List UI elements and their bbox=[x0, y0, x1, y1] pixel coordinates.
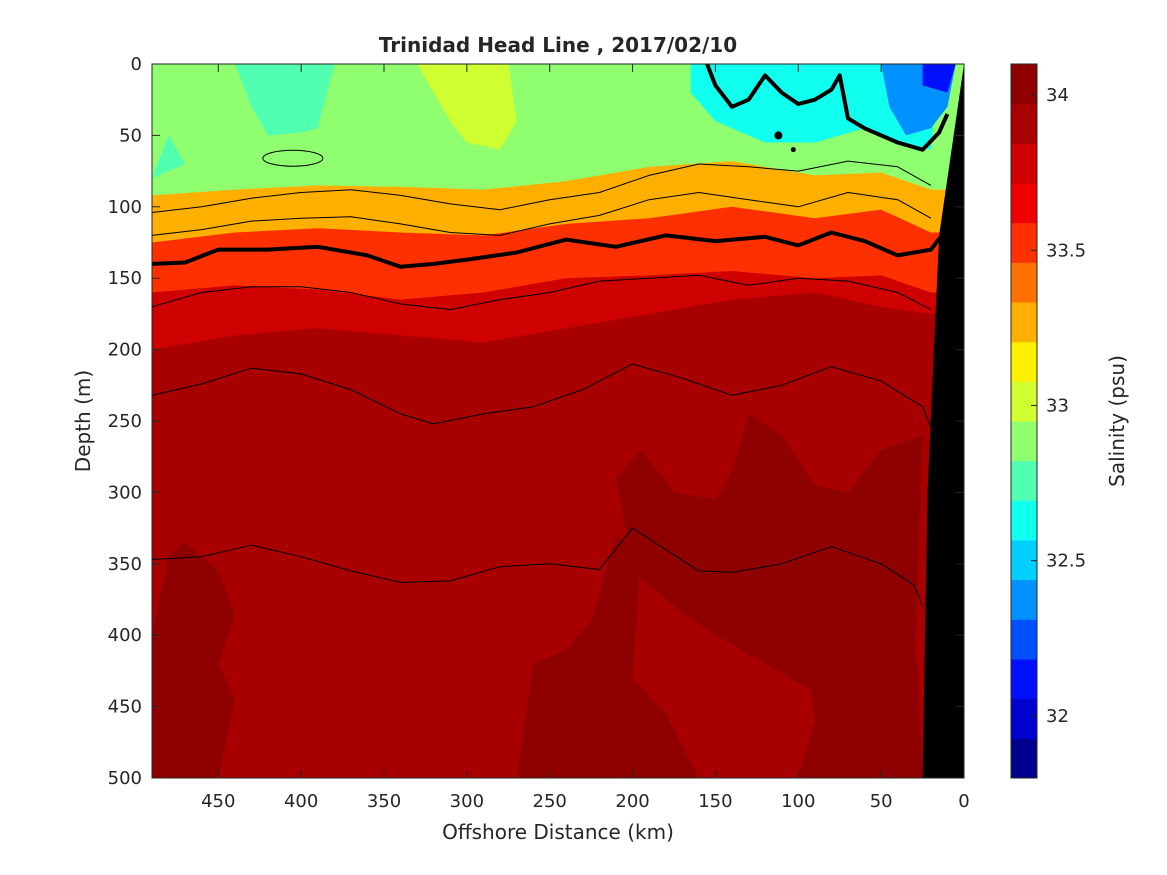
colorbar-swatch bbox=[1011, 262, 1037, 303]
x-tick-label: 300 bbox=[450, 791, 484, 812]
colorbar-swatch bbox=[1011, 183, 1037, 224]
surface-patch-mid bbox=[417, 64, 517, 150]
y-tick-label: 350 bbox=[108, 554, 142, 575]
colorbar-swatch bbox=[1011, 460, 1037, 501]
colorbar-tick-label: 32 bbox=[1046, 706, 1069, 727]
y-tick-label: 0 bbox=[131, 54, 142, 75]
colorbar-swatch bbox=[1011, 738, 1037, 779]
x-tick-label: 350 bbox=[367, 791, 401, 812]
deep-blob-center-core bbox=[591, 692, 658, 778]
y-tick-label: 450 bbox=[108, 697, 142, 718]
colorbar-swatch bbox=[1011, 222, 1037, 263]
colorbar: 32 32.5 33 33.5 34 bbox=[1010, 63, 1086, 779]
y-tick-label: 300 bbox=[108, 482, 142, 503]
colorbar-swatch bbox=[1011, 64, 1037, 105]
y-tick-label: 100 bbox=[108, 197, 142, 218]
colorbar-swatch bbox=[1011, 302, 1037, 343]
chart-title: Trinidad Head Line , 2017/02/10 bbox=[379, 33, 737, 57]
x-tick-label: 200 bbox=[615, 791, 649, 812]
y-tick-label: 500 bbox=[108, 768, 142, 789]
surface-patch-west-lower bbox=[152, 135, 186, 179]
x-axis-label: Offshore Distance (km) bbox=[442, 820, 674, 844]
colorbar-tick-label: 32.5 bbox=[1046, 551, 1086, 572]
colorbar-swatch bbox=[1011, 659, 1037, 700]
y-tick-label: 400 bbox=[108, 625, 142, 646]
x-tick-label: 250 bbox=[533, 791, 567, 812]
x-tick-label: 0 bbox=[958, 791, 969, 812]
colorbar-swatch bbox=[1011, 421, 1037, 462]
colorbar-swatch bbox=[1011, 698, 1037, 739]
x-tick-label: 150 bbox=[698, 791, 732, 812]
density-contour-thin-3 bbox=[152, 192, 932, 236]
density-contour-dot bbox=[774, 131, 783, 140]
deep-blob-east bbox=[616, 413, 923, 693]
colorbar-swatch bbox=[1011, 540, 1037, 581]
density-contour-thin-6 bbox=[152, 527, 924, 607]
y-tick-label: 50 bbox=[119, 125, 142, 146]
colorbar-frame bbox=[1010, 63, 1038, 779]
density-contour-loop bbox=[262, 149, 324, 167]
density-contour-thin-5 bbox=[152, 363, 935, 436]
colorbar-swatch bbox=[1011, 500, 1037, 541]
density-contour-thin-4 bbox=[152, 274, 932, 311]
deep-blob-center bbox=[516, 535, 699, 778]
colorbar-tick-label: 34 bbox=[1046, 85, 1069, 106]
deep-blob-west bbox=[152, 542, 235, 778]
density-contour-dot bbox=[790, 147, 796, 153]
x-tick-label: 100 bbox=[781, 791, 815, 812]
deep-blob-west-core bbox=[152, 723, 194, 778]
y-tick-label: 200 bbox=[108, 340, 142, 361]
colorbar-swatch bbox=[1011, 619, 1037, 660]
density-contour-25 bbox=[705, 64, 950, 152]
x-tick-label: 450 bbox=[201, 791, 235, 812]
colorbar-tick-label: 33.5 bbox=[1046, 240, 1086, 261]
surface-patch-nearshore-core bbox=[922, 64, 956, 93]
coastline-bathymetry bbox=[922, 64, 964, 778]
plot-area bbox=[152, 64, 964, 778]
colorbar-swatch bbox=[1011, 143, 1037, 184]
y-axis-label: Depth (m) bbox=[71, 370, 95, 472]
colorbar-tick-label: 33 bbox=[1046, 395, 1069, 416]
density-contour-26 bbox=[152, 226, 949, 269]
colorbar-swatch bbox=[1011, 381, 1037, 422]
density-contour-thin-2 bbox=[152, 160, 932, 213]
colorbar-label: Salinity (psu) bbox=[1105, 355, 1129, 487]
y-tick-label: 250 bbox=[108, 411, 142, 432]
surface-patch-west bbox=[152, 64, 335, 136]
x-tick-label: 400 bbox=[284, 791, 318, 812]
surface-patch-east bbox=[690, 64, 940, 150]
colorbar-swatch bbox=[1011, 579, 1037, 620]
deep-blob-east-core bbox=[798, 656, 923, 778]
x-tick-label: 50 bbox=[870, 791, 893, 812]
colorbar-swatch bbox=[1011, 103, 1037, 144]
y-tick-label: 150 bbox=[108, 268, 142, 289]
colorbar-swatch bbox=[1011, 341, 1037, 382]
